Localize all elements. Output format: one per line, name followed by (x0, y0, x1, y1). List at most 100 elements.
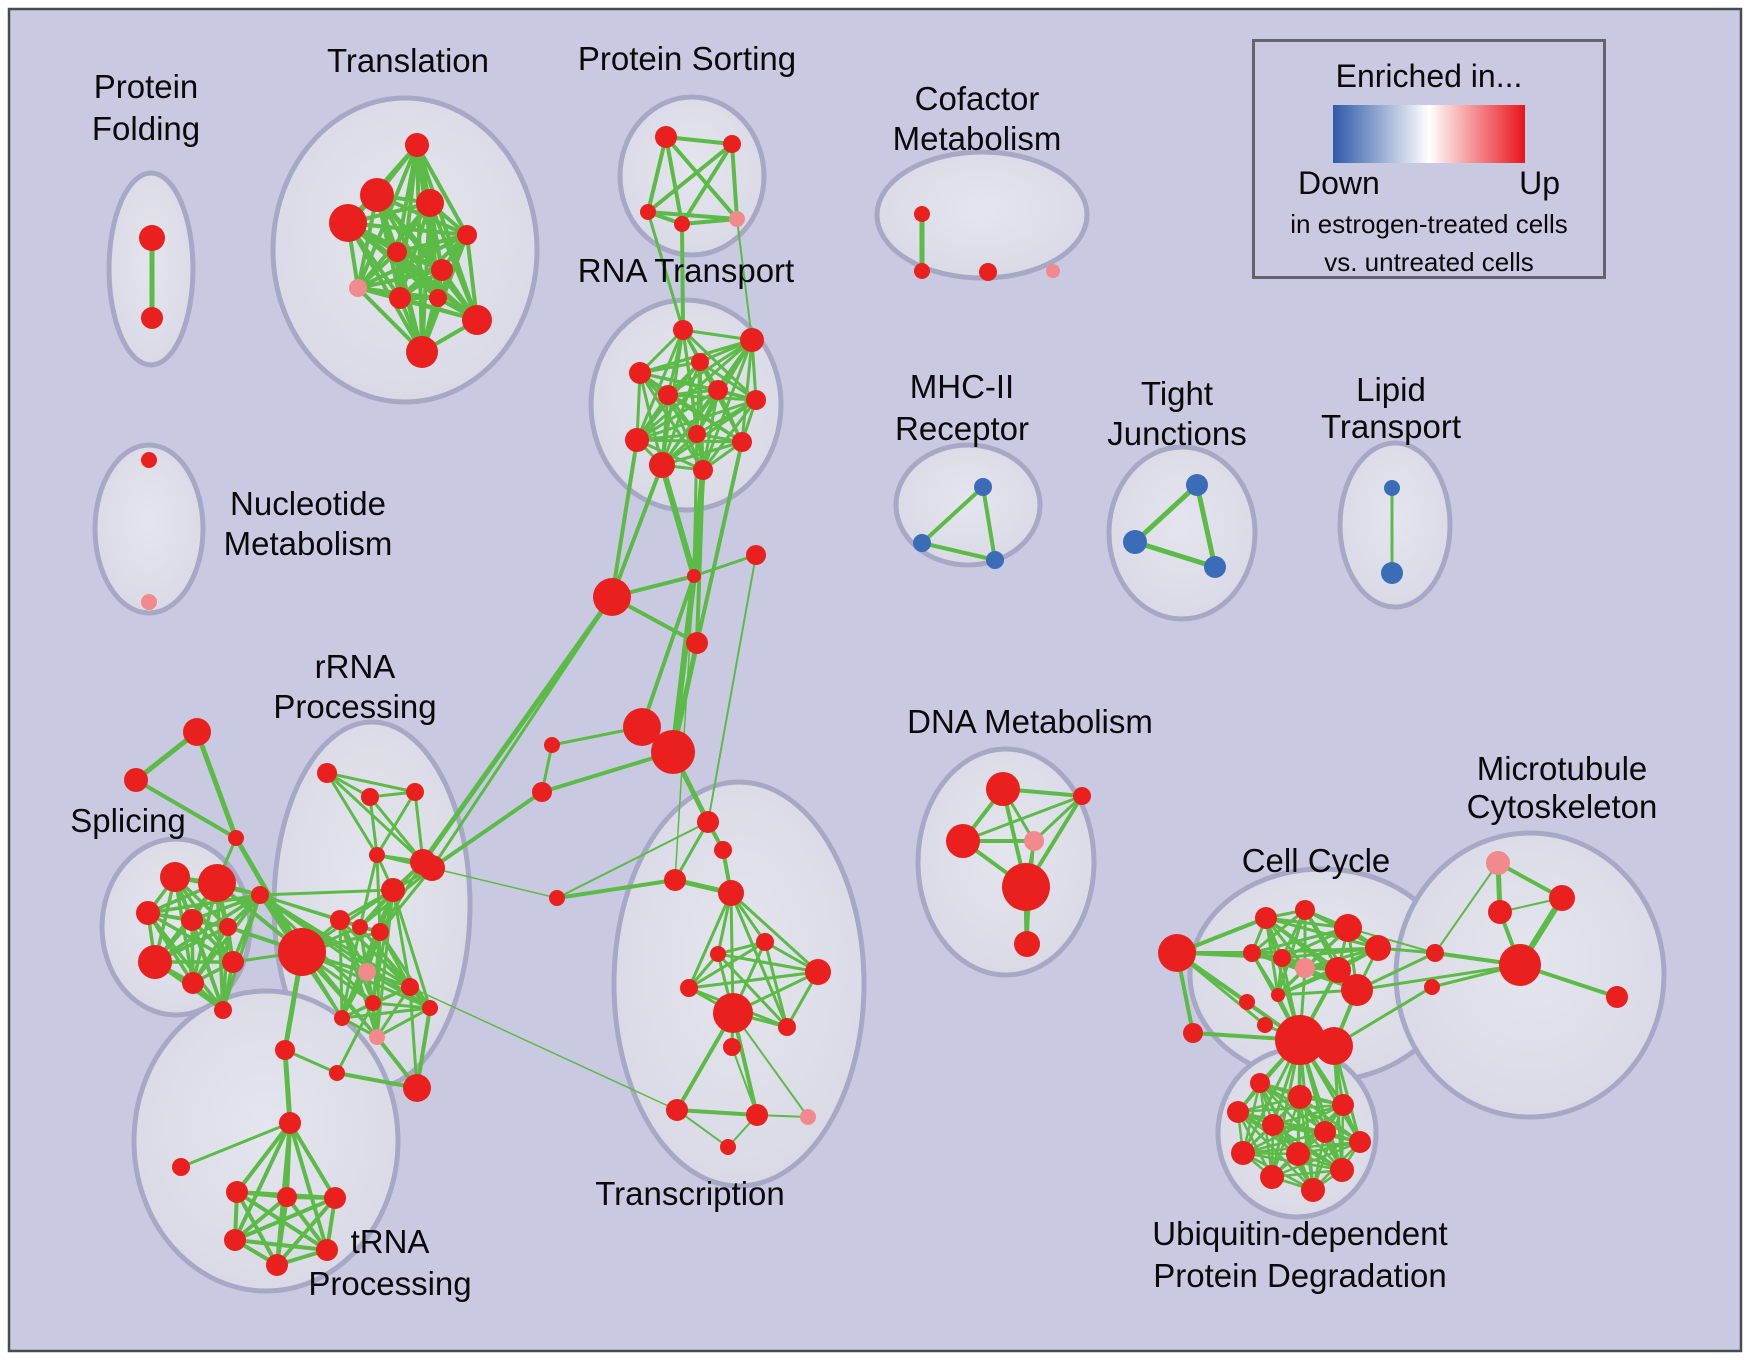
gene-set-node-rt4[interactable] (691, 353, 709, 371)
gene-set-node-rt9[interactable] (688, 425, 706, 443)
gene-set-node-rr10[interactable] (358, 963, 376, 981)
gene-set-node-dm3[interactable] (946, 824, 980, 858)
gene-set-node-t12[interactable] (406, 336, 438, 368)
gene-set-node-cm1[interactable] (914, 206, 930, 222)
gene-set-node-mt2[interactable] (1549, 885, 1575, 911)
gene-set-node-cm4[interactable] (1046, 264, 1060, 278)
gene-set-node-ccH2[interactable] (1315, 1027, 1353, 1065)
gene-set-node-tj1[interactable] (1186, 474, 1208, 496)
gene-set-node-tx12[interactable] (746, 1104, 768, 1126)
gene-set-node-mt4[interactable] (1426, 944, 1444, 962)
gene-set-node-tx7[interactable] (805, 959, 831, 985)
gene-set-node-rt6[interactable] (708, 380, 728, 400)
gene-set-node-s2[interactable] (124, 768, 148, 792)
gene-set-node-cc4[interactable] (1334, 914, 1362, 942)
gene-set-node-t2[interactable] (360, 178, 394, 212)
gene-set-node-rr9[interactable] (371, 923, 389, 941)
gene-set-node-ub1[interactable] (1250, 1073, 1270, 1093)
gene-set-node-k3[interactable] (403, 1074, 431, 1102)
gene-set-node-hub1[interactable] (623, 708, 661, 746)
gene-set-node-t4[interactable] (329, 204, 367, 242)
gene-set-node-mh1[interactable] (974, 478, 992, 496)
gene-set-node-s3[interactable] (228, 830, 244, 846)
gene-set-node-tx4[interactable] (718, 880, 744, 906)
gene-set-node-lt2[interactable] (1381, 562, 1403, 584)
gene-set-node-rr15[interactable] (334, 1010, 350, 1026)
gene-set-node-txH[interactable] (713, 993, 753, 1033)
gene-set-node-mtH[interactable] (1499, 944, 1541, 986)
gene-set-node-ub7[interactable] (1349, 1131, 1371, 1153)
gene-set-node-rr6[interactable] (381, 878, 405, 902)
gene-set-node-sp6[interactable] (138, 945, 172, 979)
gene-set-node-dm2[interactable] (1073, 787, 1091, 805)
gene-set-node-ub4[interactable] (1227, 1101, 1249, 1123)
gene-set-node-mh2[interactable] (913, 534, 931, 552)
gene-set-node-hub2[interactable] (651, 730, 695, 774)
gene-set-node-rt5[interactable] (658, 385, 678, 405)
gene-set-node-ub3[interactable] (1332, 1094, 1354, 1116)
gene-set-node-tx10[interactable] (723, 1038, 741, 1056)
gene-set-node-tn2[interactable] (226, 1181, 248, 1203)
gene-set-node-tn4[interactable] (324, 1187, 346, 1209)
gene-set-node-t9[interactable] (389, 287, 411, 309)
gene-set-node-rr13[interactable] (419, 855, 445, 881)
gene-set-node-tn1[interactable] (172, 1158, 190, 1176)
gene-set-node-rr4[interactable] (369, 847, 385, 863)
gene-set-node-cc9[interactable] (1325, 957, 1351, 983)
gene-set-node-cc8[interactable] (1295, 958, 1315, 978)
gene-set-node-rt11[interactable] (649, 452, 675, 478)
gene-set-node-ps2[interactable] (723, 135, 741, 153)
gene-set-node-rt12[interactable] (693, 460, 713, 480)
gene-set-node-rr3[interactable] (406, 783, 424, 801)
gene-set-node-cc13[interactable] (1257, 1017, 1273, 1033)
gene-set-node-nm1[interactable] (141, 452, 157, 468)
gene-set-node-tx14[interactable] (720, 1139, 736, 1155)
gene-set-node-cc6[interactable] (1243, 944, 1261, 962)
gene-set-node-rrH[interactable] (278, 928, 326, 976)
gene-set-node-rt2[interactable] (740, 328, 764, 352)
gene-set-node-tx8[interactable] (680, 979, 698, 997)
gene-set-node-cc5[interactable] (1365, 935, 1391, 961)
gene-set-node-ub8[interactable] (1231, 1141, 1255, 1165)
gene-set-node-sp1[interactable] (160, 862, 190, 892)
gene-set-node-cc12[interactable] (1271, 988, 1285, 1002)
gene-set-node-cc14[interactable] (1183, 1023, 1203, 1043)
gene-set-node-rr12[interactable] (365, 995, 381, 1011)
gene-set-node-tx6[interactable] (710, 946, 726, 962)
gene-set-node-cc3[interactable] (1295, 900, 1315, 920)
gene-set-node-rr21[interactable] (422, 1000, 438, 1016)
gene-set-node-tx13[interactable] (800, 1109, 816, 1125)
gene-set-node-tx2[interactable] (714, 841, 732, 859)
gene-set-node-ccH1[interactable] (1275, 1015, 1325, 1065)
gene-set-node-ub12[interactable] (1301, 1178, 1325, 1202)
gene-set-node-dm6[interactable] (1014, 931, 1040, 957)
gene-set-node-rt3[interactable] (629, 362, 651, 384)
gene-set-node-rr8[interactable] (352, 919, 368, 935)
gene-set-node-trh[interactable] (279, 1112, 301, 1134)
gene-set-node-tn5[interactable] (224, 1229, 246, 1251)
gene-set-node-sp8[interactable] (222, 951, 244, 973)
gene-set-node-t6[interactable] (387, 242, 407, 262)
gene-set-node-ub9[interactable] (1286, 1142, 1310, 1166)
gene-set-node-dm1[interactable] (986, 772, 1020, 806)
gene-set-node-pf2[interactable] (141, 307, 163, 329)
gene-set-node-t5[interactable] (457, 225, 477, 245)
gene-set-node-t1[interactable] (405, 133, 429, 157)
gene-set-node-ps3[interactable] (640, 204, 656, 220)
gene-set-node-rt7[interactable] (746, 390, 766, 410)
gene-set-node-cc10[interactable] (1341, 974, 1373, 1006)
gene-set-node-c4[interactable] (686, 632, 708, 654)
gene-set-node-sp9[interactable] (214, 1001, 232, 1019)
gene-set-node-mt1[interactable] (1486, 851, 1510, 875)
gene-set-node-sp4[interactable] (181, 909, 203, 931)
gene-set-node-rr7[interactable] (330, 910, 350, 930)
gene-set-node-rr18[interactable] (251, 886, 269, 904)
gene-set-node-tn6[interactable] (316, 1239, 338, 1261)
gene-set-node-mt5[interactable] (1424, 979, 1440, 995)
gene-set-node-sp3[interactable] (136, 901, 160, 925)
gene-set-node-rr1[interactable] (317, 763, 337, 783)
gene-set-node-rt8[interactable] (625, 428, 649, 452)
gene-set-node-ub6[interactable] (1314, 1121, 1336, 1143)
gene-set-node-c2[interactable] (746, 545, 766, 565)
gene-set-node-rt10[interactable] (732, 432, 752, 452)
